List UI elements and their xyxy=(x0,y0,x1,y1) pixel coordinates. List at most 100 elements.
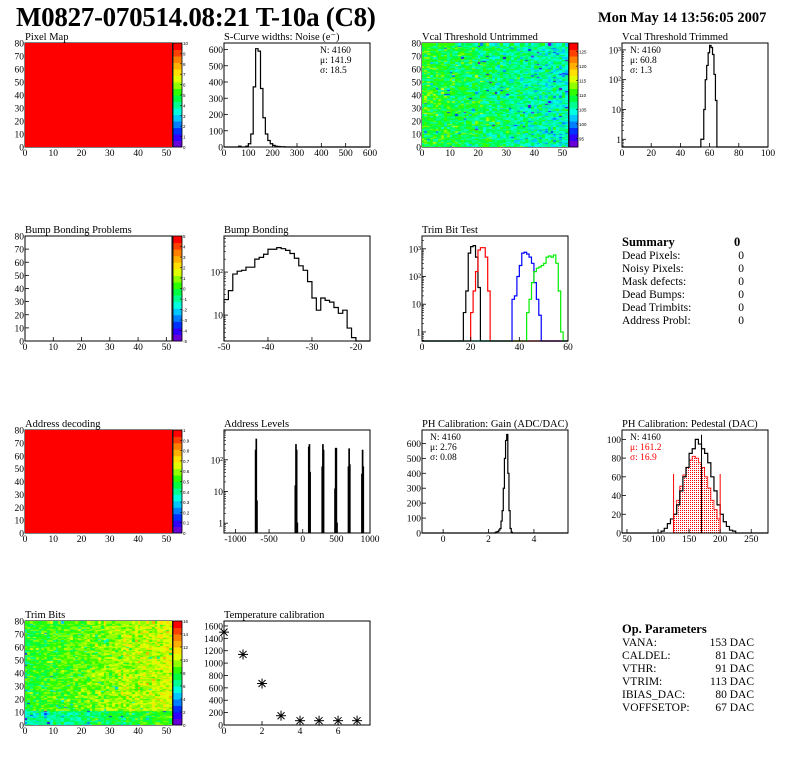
colorbar-step xyxy=(173,513,182,521)
colorbar-step xyxy=(173,621,182,628)
timestamp: Mon May 14 13:56:05 2007 xyxy=(598,10,767,26)
summary-panel: Summary 0 Dead Pixels: 0 Noisy Pixels: 0 Mask… xyxy=(622,236,744,328)
x-tick-label: 80 xyxy=(734,149,744,159)
chart-ph-pedestal: PH Calibration: Pedestal (DAC) 50 100 150 20… xyxy=(607,419,769,545)
chart-address-decoding: Address decoding 0 0.1 0.2 0.3 0.4 0.5 0.6 0.7 0.… xyxy=(15,419,190,545)
stats-sigma: σ: 16.9 xyxy=(630,453,657,463)
param-row: VTHR: 91 DAC xyxy=(622,663,754,676)
colorbar-tick-label: 0.4 xyxy=(183,490,190,495)
y-tick-label: 200 xyxy=(407,500,422,510)
chart-vcal-trimmed: Vcal Threshold Trimmed 0 20 40 60 80 100 1 10 10²… xyxy=(609,32,776,159)
param-label: VOFFSETOP: xyxy=(622,702,690,714)
x-tick-label: 0 xyxy=(23,343,28,353)
colorbar-tick-label: 0.6 xyxy=(183,469,190,474)
colorbar-tick-label: 4 xyxy=(183,103,186,108)
y-tick-label: 0 xyxy=(218,722,223,732)
x-tick-label: 0 xyxy=(222,727,227,737)
x-tick-label: 20 xyxy=(77,727,87,737)
x-tick-label: 10 xyxy=(49,535,59,545)
chart-title: Vcal Threshold Trimmed xyxy=(622,32,729,43)
x-tick-label: -20 xyxy=(350,343,363,353)
colorbar-step xyxy=(173,487,182,495)
chart-title: S-Curve widths: Noise (e⁻) xyxy=(224,32,340,43)
y-tick-label: 0 xyxy=(19,530,24,540)
param-label: Mask defects: xyxy=(622,276,687,288)
x-tick-label: 0 xyxy=(420,149,425,159)
colorbar-tick-label: 0.7 xyxy=(183,459,190,464)
colorbar-step xyxy=(173,127,182,135)
colorbar-tick-label: 12 xyxy=(183,645,189,650)
colorbar-step xyxy=(173,275,182,283)
x-tick-label: 50 xyxy=(622,535,632,545)
x-tick-label: 0 xyxy=(23,535,28,545)
y-tick-label: 80 xyxy=(15,233,25,243)
param-value: 80 DAC xyxy=(715,689,754,701)
colorbar-tick-label: 0.9 xyxy=(183,438,190,443)
y-tick-label: 10³ xyxy=(609,46,622,56)
colorbar-step xyxy=(173,255,182,263)
y-tick-label: 0 xyxy=(19,722,24,732)
x-tick-label: 20 xyxy=(473,149,483,159)
x-tick-label: 40 xyxy=(133,727,143,737)
y-tick-label: 1 xyxy=(416,328,421,338)
y-tick-label: 20 xyxy=(15,504,25,514)
y-tick-label: 10 xyxy=(15,324,25,334)
x-tick-label: -40 xyxy=(262,343,275,353)
param-value: 0 xyxy=(738,263,744,275)
colorbar-tick-label: 7 xyxy=(183,72,186,77)
y-tick-label: 30 xyxy=(15,105,25,115)
summary-total: 0 xyxy=(734,235,741,249)
y-tick-label: 10 xyxy=(15,709,25,719)
colorbar-tick-label: 9 xyxy=(183,51,186,56)
colorbar-tick-label: 3 xyxy=(183,114,186,119)
param-label: Noisy Pixels: xyxy=(622,263,684,275)
param-value: 113 DAC xyxy=(710,676,754,688)
colorbar-step xyxy=(173,468,182,476)
x-tick-label: 50 xyxy=(162,343,172,353)
colorbar-tick-label: -2 xyxy=(183,308,187,313)
y-tick-label: 50 xyxy=(15,465,25,475)
chart-title: Temperature calibration xyxy=(224,610,325,621)
chart-vcal-untrimmed: Vcal Threshold Untrimmed9510010511011512… xyxy=(412,32,588,159)
stats-mean: μ: 2.76 xyxy=(430,443,457,453)
colorbar-step xyxy=(173,475,182,482)
colorbar-step xyxy=(173,430,182,437)
colorbar-step xyxy=(173,679,182,687)
y-tick-label: 30 xyxy=(15,298,25,308)
y-tick-label: 60 xyxy=(15,66,25,76)
colorbar-step xyxy=(173,69,182,76)
colorbar-step xyxy=(173,56,182,63)
y-tick-label: 70 xyxy=(15,631,25,641)
colorbar-step xyxy=(173,666,182,674)
data-point xyxy=(352,715,363,726)
x-tick-label: 300 xyxy=(290,149,305,159)
colorbar-step xyxy=(569,134,578,141)
colorbar-step xyxy=(173,114,182,122)
y-tick-label: 0 xyxy=(19,338,24,348)
x-tick-label: 10 xyxy=(445,149,455,159)
param-row: VOFFSETOP: 67 DAC xyxy=(622,702,754,715)
x-tick-label: 0 xyxy=(23,149,28,159)
colorbar-step xyxy=(173,334,182,342)
x-tick-label: -50 xyxy=(218,343,231,353)
y-tick-label: 40 xyxy=(15,92,25,102)
param-value: 0 xyxy=(738,315,744,327)
chart-pixelmap: Pixel Map 0 1 2 3 4 5 6 7 8 9 10 0 10 20 30 40 50 0 10 20 30 4… xyxy=(15,32,189,159)
y-tick-label: 300 xyxy=(209,95,224,105)
colorbar-tick-label: 2 xyxy=(183,266,186,271)
histogram-bin xyxy=(322,449,325,533)
y-tick-label: 10² xyxy=(211,456,224,466)
chart-title: Trim Bit Test xyxy=(422,225,478,236)
colorbar-step xyxy=(569,101,578,109)
y-tick-label: 0 xyxy=(19,144,24,154)
y-tick-label: 100 xyxy=(607,436,622,446)
x-tick-label: 100 xyxy=(761,149,776,159)
colorbar-step xyxy=(173,494,182,502)
x-tick-label: 4 xyxy=(298,727,303,737)
colorbar-step xyxy=(173,295,182,303)
x-tick-label: -1000 xyxy=(224,535,246,545)
colorbar-step xyxy=(173,49,182,57)
summary-title: Summary xyxy=(622,235,675,249)
chart-title: Trim Bits xyxy=(25,610,65,621)
colorbar-step xyxy=(173,308,182,316)
